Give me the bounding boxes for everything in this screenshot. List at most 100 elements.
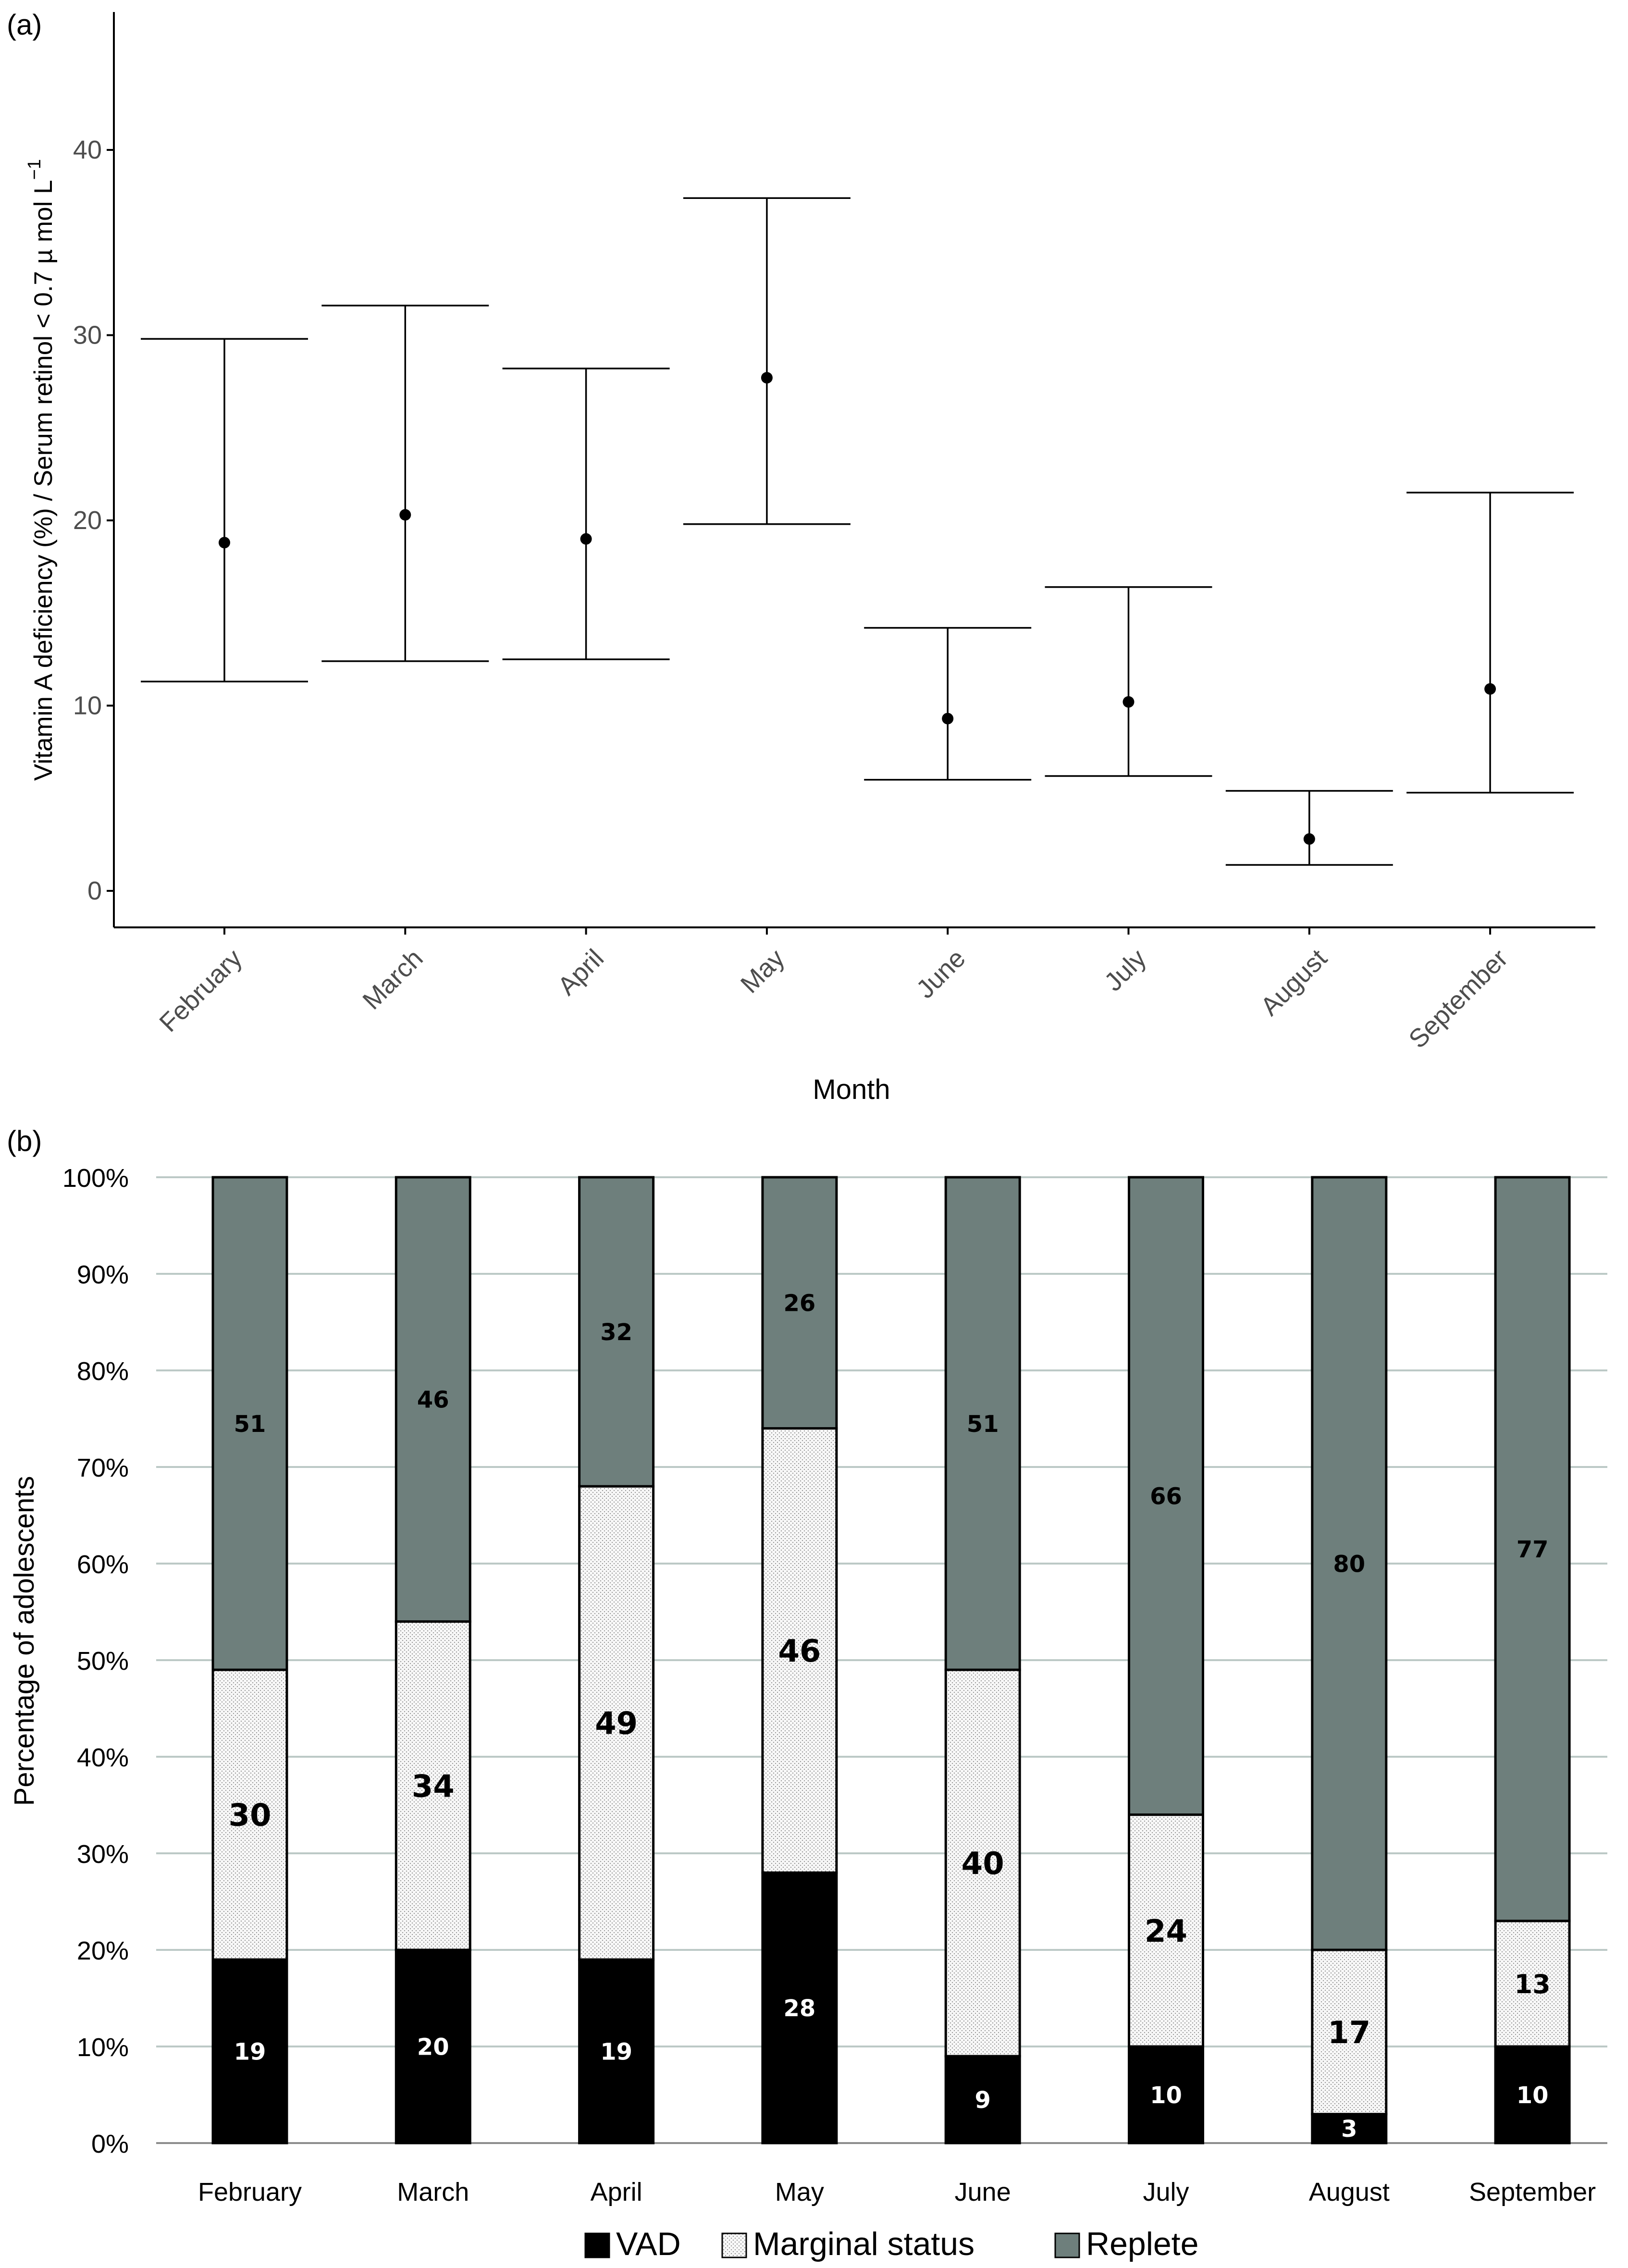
bar-data-label-vad-august: 3 [1341, 2116, 1357, 2143]
bar-data-label-marginal-status-august: 17 [1328, 2015, 1370, 2051]
panel-a-x-tick-label-july: July [1099, 944, 1152, 997]
bar-data-label-vad-july: 10 [1150, 2082, 1182, 2109]
bar-data-label-vad-may: 28 [784, 1995, 816, 2022]
bar-data-label-replete-june: 51 [967, 1411, 999, 1438]
panel-b-x-tick-label-july: July [1143, 2178, 1189, 2206]
point-estimate-september [1484, 683, 1496, 695]
panel-b-bars: 19 30 51 20 34 46 19 49 32 28 46 26 9 40 51 10 24 66 3 17 80… [211, 1176, 1571, 2145]
panel-b-x-tick-label-september: September [1469, 2178, 1596, 2206]
panel-b-y-tick-label: 100% [62, 1164, 129, 1193]
panel-a-error-bars [141, 197, 1574, 866]
bar-data-label-replete-may: 26 [784, 1290, 816, 1317]
bar-replete-september [1494, 1176, 1571, 1923]
panel-a-y-axis-title-superscript: −1 [25, 159, 45, 180]
bar-data-label-marginal-status-may: 46 [778, 1634, 821, 1669]
bar-data-label-replete-april: 32 [600, 1319, 632, 1346]
point-estimate-april [580, 533, 592, 545]
panel-b-y-tick-label: 80% [77, 1357, 129, 1386]
panel-b-y-tick-label: 20% [77, 1936, 129, 1965]
panel-b-y-axis-title: Percentage of adolescents [9, 1476, 40, 1806]
point-estimate-july [1122, 696, 1135, 708]
panel-a-y-tick-label: 0 [87, 876, 102, 905]
legend-swatch-vad [584, 2232, 610, 2258]
panel-b-y-tick-label: 40% [77, 1743, 129, 1772]
point-estimate-june [942, 713, 954, 725]
panel-a-x-tick-label-august: August [1255, 944, 1332, 1021]
panel-b-x-tick-label-march: March [397, 2178, 469, 2206]
point-estimate-august [1303, 833, 1315, 845]
bar-vad-may [761, 1871, 838, 2145]
bar-marginal-status-march [395, 1620, 471, 1951]
panel-a-y-tick-label: 40 [73, 136, 102, 164]
bar-vad-february [211, 1958, 288, 2145]
panel-b-label: (b) [7, 1125, 42, 1157]
panel-b-x-tick-label-august: August [1309, 2178, 1390, 2206]
panel-a-x-axis-title: Month [813, 1074, 890, 1105]
panel-b-y-tick-label: 10% [77, 2033, 129, 2062]
panel-a-x-tick-label-march: March [357, 944, 429, 1015]
panel-b-x-tick-label-february: February [198, 2178, 302, 2206]
bar-marginal-status-september [1494, 1920, 1571, 2048]
bar-replete-june [944, 1176, 1021, 1671]
panel-b-legend: VAD Marginal status Replete [584, 2226, 1198, 2262]
panel-a-x-tick-label-april: April [552, 944, 609, 1001]
bar-replete-april [578, 1176, 655, 1488]
bar-marginal-status-february [211, 1668, 288, 1961]
legend-label-marginal-status: Marginal status [753, 2226, 974, 2262]
bar-data-label-marginal-status-april: 49 [595, 1706, 638, 1742]
bar-data-label-vad-april: 19 [600, 2038, 632, 2065]
panel-a-y-axis-title-text: Vitamin A deficiency (%) / Serum retinol… [29, 180, 58, 781]
legend-label-vad: VAD [616, 2226, 681, 2262]
bar-vad-june [944, 2055, 1021, 2145]
panel-a-x-ticks: February March April May June July August Septe… [154, 927, 1514, 1054]
panel-a-label: (a) [7, 9, 42, 41]
bar-vad-april [578, 1958, 655, 2145]
panel-a-y-ticks: 0 10 20 30 40 [73, 136, 114, 905]
panel-a-x-tick-label-june: June [911, 944, 971, 1004]
bar-data-label-marginal-status-july: 24 [1145, 1914, 1187, 1949]
bar-data-label-vad-february: 19 [234, 2038, 266, 2065]
panel-b: (b) 0% 10% 20% 30% 40% 50% 60% 70% 80% 90% 100% 19… [7, 1125, 1607, 2262]
panel-a-y-tick-label: 20 [73, 506, 102, 535]
bar-replete-august [1311, 1176, 1388, 1951]
bar-replete-may [761, 1176, 838, 1430]
panel-b-y-tick-label: 60% [77, 1550, 129, 1579]
bar-marginal-status-april [578, 1485, 655, 1961]
bar-data-label-marginal-status-february: 30 [228, 1798, 271, 1834]
panel-a-x-tick-label-september: September [1403, 944, 1513, 1054]
bar-data-label-vad-march: 20 [417, 2034, 449, 2060]
legend-swatch-marginal-status [721, 2232, 747, 2258]
panel-b-y-tick-label: 30% [77, 1840, 129, 1869]
bar-data-label-vad-september: 10 [1517, 2082, 1549, 2109]
panel-a-x-tick-label-february: February [154, 944, 247, 1037]
bar-data-label-replete-february: 51 [234, 1411, 266, 1438]
panel-b-x-tick-label-june: June [955, 2178, 1011, 2206]
bar-replete-february [211, 1176, 288, 1671]
bar-marginal-status-may [761, 1427, 838, 1874]
bar-vad-august [1311, 2113, 1388, 2145]
point-estimate-march [399, 509, 411, 521]
point-estimate-february [219, 537, 230, 549]
panel-b-y-tick-label: 0% [91, 2130, 129, 2158]
point-estimate-may [761, 372, 773, 384]
bar-data-label-vad-june: 9 [974, 2087, 990, 2114]
panel-a-y-axis-title: Vitamin A deficiency (%) / Serum retinol… [25, 159, 58, 781]
bar-replete-march [395, 1176, 471, 1623]
bar-data-label-marginal-status-september: 13 [1515, 1969, 1551, 1999]
bar-marginal-status-july [1128, 1813, 1204, 2048]
bar-data-label-replete-august: 80 [1333, 1551, 1365, 1578]
panel-a-y-tick-label: 30 [73, 321, 102, 350]
panel-a: (a) 0 10 20 30 40 February March April May June J… [7, 9, 1595, 1105]
bar-replete-july [1128, 1176, 1204, 1816]
bar-data-label-replete-july: 66 [1150, 1483, 1182, 1510]
panel-a-x-tick-label-may: May [735, 944, 790, 999]
bar-data-label-replete-september: 77 [1517, 1536, 1549, 1563]
panel-b-y-tick-label: 50% [77, 1647, 129, 1676]
legend-swatch-replete [1054, 2232, 1080, 2258]
legend-label-replete: Replete [1086, 2226, 1198, 2262]
panel-b-y-tick-label: 70% [77, 1454, 129, 1482]
bar-data-label-marginal-status-june: 40 [962, 1846, 1004, 1882]
panel-b-y-tick-label: 90% [77, 1260, 129, 1289]
panel-b-x-ticks: February March April May June July August Septe… [198, 2178, 1596, 2206]
